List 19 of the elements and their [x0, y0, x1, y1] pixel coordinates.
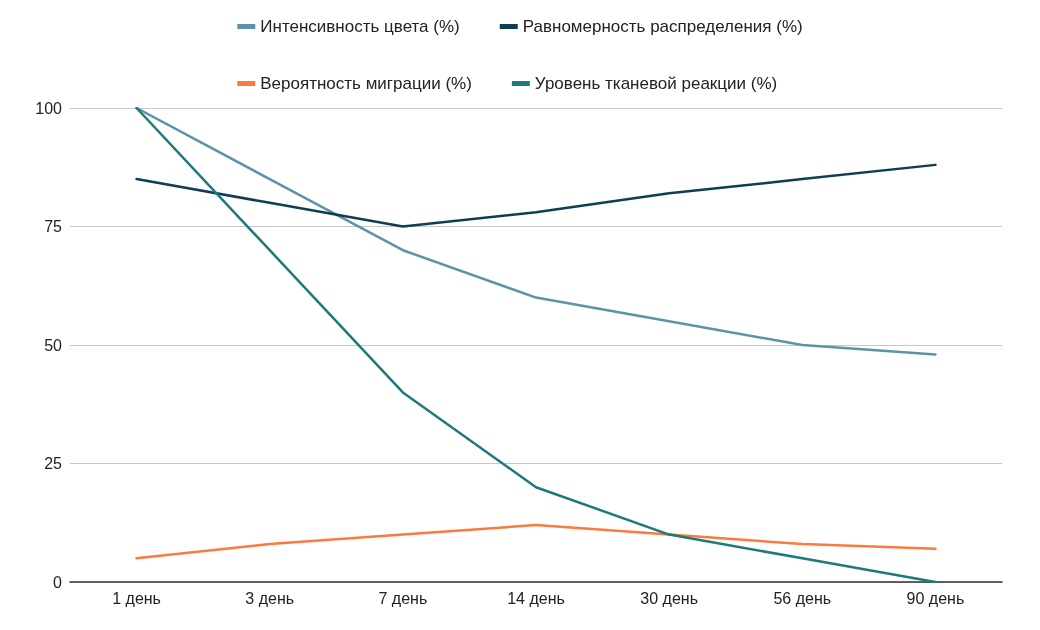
x-tick-label: 90 день — [906, 589, 965, 607]
x-tick-label: 7 день — [378, 589, 428, 607]
y-tick-label: 100 — [35, 99, 63, 117]
x-tick-label: 3 день — [245, 589, 295, 607]
x-tick-label: 14 день — [507, 589, 565, 607]
line-series — [135, 163, 937, 228]
legend-label: Вероятность миграции (%) — [260, 74, 472, 93]
y-tick-label: 25 — [44, 455, 63, 472]
y-tick-label: 50 — [44, 336, 63, 354]
line-series — [135, 523, 937, 560]
legend-label: Интенсивность цвета (%) — [260, 17, 460, 36]
legend-label: Равномерность распределения (%) — [522, 17, 803, 36]
x-tick-label: 30 день — [640, 589, 698, 607]
line-series — [135, 106, 937, 584]
x-tick-label: 1 день — [112, 589, 161, 607]
y-tick-label: 75 — [44, 218, 63, 235]
y-tick-label: 0 — [53, 573, 63, 591]
legend-label: Уровень тканевой реакции (%) — [534, 74, 778, 93]
x-tick-label: 56 день — [773, 589, 832, 607]
